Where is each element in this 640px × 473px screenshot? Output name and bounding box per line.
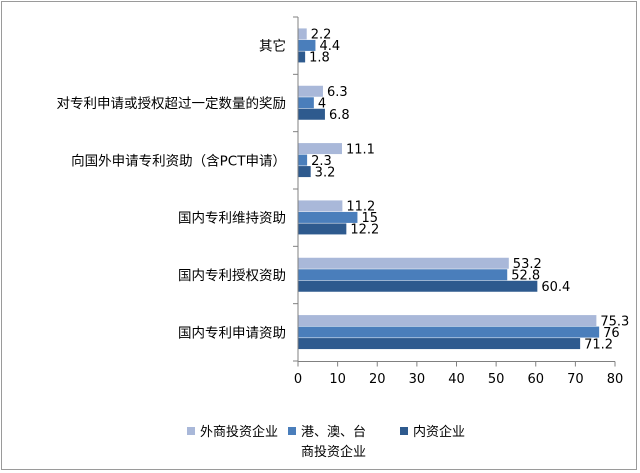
bar (298, 108, 325, 120)
data-label: 11.1 (346, 142, 375, 157)
data-label: 76 (603, 326, 620, 341)
legend-label-hmt-line1: 港、澳、台 (301, 424, 366, 440)
bar (298, 85, 323, 97)
x-tick-label: 70 (567, 372, 584, 387)
x-tick-label: 60 (527, 372, 544, 387)
category-label: 国内专利申请资助 (178, 325, 286, 341)
bars-group (298, 28, 600, 350)
legend: 外商投资企业 港、澳、台 商投资企业 内资企业 (187, 424, 465, 460)
bar (298, 51, 306, 63)
bar (298, 257, 509, 269)
x-tick-label: 0 (294, 372, 302, 387)
x-tick-label: 80 (607, 372, 624, 387)
data-label: 4 (318, 97, 326, 112)
legend-label-foreign: 外商投资企业 (200, 424, 278, 440)
data-label: 11.2 (346, 200, 375, 215)
bar (298, 269, 508, 281)
bar (298, 223, 347, 235)
bar (298, 143, 342, 155)
x-tick-label: 30 (409, 372, 426, 387)
legend-label-domestic: 内资企业 (413, 424, 465, 440)
data-label: 60.4 (541, 280, 570, 295)
x-axis: 0 10 20 30 40 50 60 70 80 (293, 16, 624, 387)
legend-label-hmt-line2: 商投资企业 (301, 444, 366, 460)
x-tick-label: 20 (369, 372, 386, 387)
category-label: 国内专利授权资助 (178, 267, 286, 284)
data-label: 4.4 (319, 39, 340, 54)
bar (298, 39, 316, 51)
data-label: 2.3 (311, 154, 332, 169)
x-tick-label: 50 (488, 372, 505, 387)
bar (298, 97, 314, 109)
bar (298, 28, 307, 40)
category-label: 其它 (259, 38, 286, 55)
data-label: 12.2 (350, 223, 379, 238)
bar (298, 154, 308, 166)
data-label: 15 (361, 211, 378, 226)
data-label: 2.2 (311, 28, 332, 43)
data-label: 6.8 (329, 108, 350, 123)
bar (298, 315, 597, 327)
category-label: 国内专利维持资助 (178, 211, 286, 227)
bar (298, 280, 538, 292)
data-label: 1.8 (309, 51, 330, 66)
data-label: 3.2 (315, 165, 336, 180)
data-label: 75.3 (600, 314, 629, 329)
data-label: 52.8 (511, 269, 540, 284)
data-label: 53.2 (513, 257, 542, 272)
data-label: 6.3 (327, 85, 348, 100)
bar (298, 338, 581, 350)
legend-swatch-foreign (187, 427, 195, 435)
category-label: 向国外申请专利资助（含PCT申请） (71, 153, 286, 169)
bar (298, 326, 600, 338)
data-label: 71.2 (584, 337, 613, 352)
bar (298, 200, 343, 212)
x-tick-label: 10 (329, 372, 346, 387)
bar (298, 166, 311, 178)
legend-swatch-domestic (400, 427, 408, 435)
legend-swatch-hmt (288, 427, 296, 435)
category-label: 对专利申请或授权超过一定数量的奖励 (57, 95, 287, 112)
x-tick-label: 40 (448, 372, 465, 387)
bar (298, 211, 358, 223)
